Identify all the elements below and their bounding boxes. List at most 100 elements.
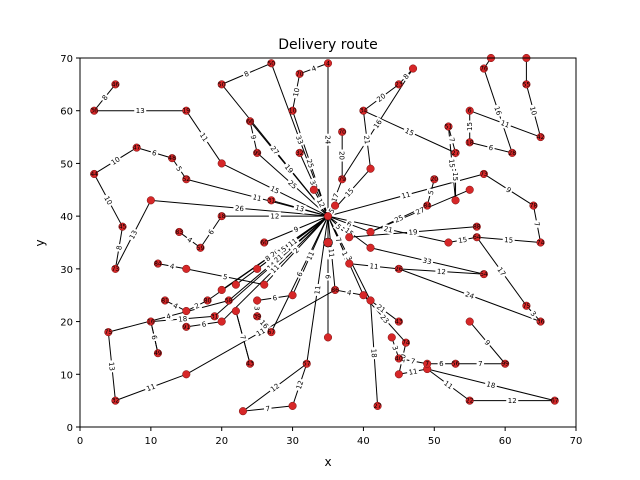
- stop-label: 83: [175, 229, 183, 236]
- edge-label-background: [486, 142, 496, 153]
- edge-distance-label: 9: [503, 183, 515, 196]
- delivery-stop-point: [153, 259, 162, 268]
- stop-label: 81: [161, 297, 169, 304]
- x-tick-label: 20: [215, 436, 228, 447]
- stop-label: 99: [253, 150, 261, 157]
- edge-label-text: 11: [499, 119, 510, 130]
- x-tick-label: 50: [428, 436, 441, 447]
- edge-label-background: [281, 161, 297, 177]
- edge-label-text: 24: [464, 290, 476, 301]
- edge-label-background: [107, 153, 123, 168]
- stop-label: 50: [267, 60, 275, 67]
- edge-label-background: [527, 307, 540, 320]
- stop-label: 34: [360, 108, 368, 115]
- edge-label-text: 7: [447, 137, 456, 143]
- delivery-stop-point: [246, 359, 255, 368]
- delivery-stop-point: [253, 296, 262, 305]
- edge-label-background: [381, 223, 396, 235]
- edge-label-background: [176, 313, 190, 324]
- delivery-stop-point: [479, 64, 488, 73]
- delivery-stop-point: [203, 296, 212, 305]
- edge-label-text: 3: [344, 255, 353, 263]
- edge-label-text: 11: [198, 131, 210, 143]
- edge-distance-label: 24: [462, 288, 477, 302]
- edge-distance-label: 6: [199, 319, 209, 330]
- edge-label-text: 7: [532, 221, 541, 227]
- delivery-stop-point: [451, 196, 460, 205]
- stop-label: 36: [537, 319, 545, 326]
- edge-label-background: [341, 184, 357, 200]
- delivery-stop-point: [182, 264, 191, 273]
- edge-label-background: [263, 403, 272, 414]
- edge-distance-label: 10: [101, 192, 116, 208]
- edge-label-text: 20: [269, 248, 281, 260]
- delivery-stop-point: [217, 159, 226, 168]
- edge-distance-label: 10: [107, 153, 123, 168]
- delivery-stop-point: [238, 407, 248, 416]
- edge-distance-label: 11: [285, 235, 301, 250]
- delivery-stop-point: [465, 317, 474, 326]
- edge-distance-label: 11: [312, 283, 323, 297]
- edge-label-background: [455, 234, 470, 246]
- delivery-stop-point: [111, 396, 120, 405]
- edge-distance-label: 8: [113, 243, 125, 253]
- edge-label-text: 13: [294, 204, 305, 214]
- edge-label-text: 6: [201, 320, 207, 329]
- stop-label: 88: [473, 224, 481, 231]
- edge-label-text: 7: [410, 357, 416, 366]
- edge-label-text: 6: [151, 149, 158, 158]
- edge-label-text: 18: [340, 250, 351, 261]
- delivery-stop-point: [182, 106, 191, 115]
- edge-distance-label: 12: [293, 377, 306, 392]
- edge-distance-label: 12: [506, 396, 519, 406]
- delivery-stop-point: [217, 285, 226, 294]
- edge-distance-label: 3: [527, 307, 540, 320]
- edge-distance-label: 21: [381, 223, 396, 235]
- edge-label-background: [106, 359, 117, 373]
- edge-label-background: [402, 125, 417, 139]
- edge-label-text: 7: [238, 334, 247, 340]
- delivery-stop-point: [423, 359, 432, 368]
- edge-label-text: 11: [145, 383, 156, 394]
- edge-label-background: [446, 134, 458, 145]
- edge-label-background: [256, 316, 272, 332]
- edge-distance-label: 17: [494, 263, 509, 279]
- edge-label-background: [332, 220, 345, 233]
- edge-label-text: 11: [369, 262, 379, 271]
- delivery-stop-point: [160, 296, 170, 305]
- chart-title: Delivery route: [278, 37, 378, 53]
- y-tick-label: 10: [60, 370, 73, 381]
- y-tick-label: 20: [60, 318, 73, 329]
- edge-label-background: [270, 292, 280, 303]
- delivery-stop-point: [90, 169, 99, 179]
- edge-distance-label: 21: [361, 133, 373, 147]
- edge-label-background: [293, 132, 306, 147]
- edge-label-text: 10: [292, 87, 302, 97]
- delivery-stop-point: [331, 201, 340, 210]
- edge-label-background: [293, 377, 306, 392]
- edge-label-text: 13: [128, 229, 139, 241]
- edge-distance-label: 11: [143, 381, 159, 394]
- edge-label-background: [285, 235, 301, 250]
- edge-label-text: 32: [308, 179, 319, 190]
- edge-distance-label: 18: [176, 313, 190, 324]
- delivery-stop-point: [253, 148, 262, 157]
- edge-label-text: 12: [437, 268, 446, 277]
- edge-label-text: 21: [383, 225, 393, 235]
- edge-distance-label: 4: [163, 310, 174, 322]
- delivery-stop-point: [451, 148, 460, 157]
- edge-label-text: 11: [401, 191, 412, 201]
- stop-label: 18: [218, 213, 226, 220]
- stop-label: 48: [168, 155, 176, 162]
- edge-label-background: [373, 90, 389, 105]
- edge-label-text: 9: [249, 134, 258, 140]
- x-tick-label: 0: [77, 436, 83, 447]
- edge-label-background: [101, 192, 116, 208]
- edge-label-background: [420, 255, 435, 267]
- edge-label-text: 11: [305, 250, 316, 261]
- edge-label-text: 15: [269, 185, 281, 196]
- edge-label-background: [290, 244, 302, 257]
- stop-label: 57: [303, 361, 311, 368]
- stop-label: 31: [211, 313, 219, 320]
